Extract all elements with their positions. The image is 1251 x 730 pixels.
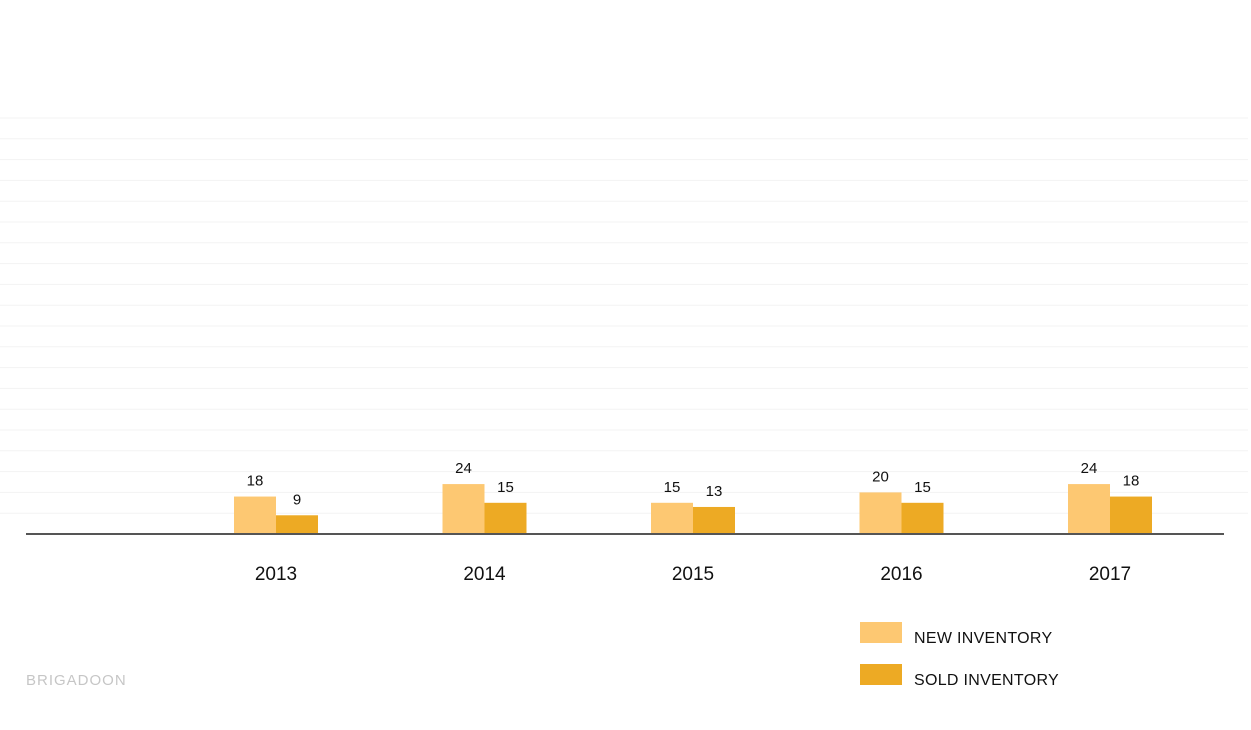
- x-tick-label-2017: 2017: [1089, 564, 1131, 585]
- legend: NEW INVENTORY SOLD INVENTORY: [860, 622, 1059, 689]
- legend-item-sold-inventory: SOLD INVENTORY: [860, 664, 1059, 689]
- legend-item-new-inventory: NEW INVENTORY: [860, 622, 1052, 647]
- data-label-new-inventory-2015: 15: [664, 479, 681, 496]
- bar-new-inventory-2015: [651, 502, 693, 534]
- bars-group: [234, 484, 1152, 534]
- bar-sold-inventory-2013: [276, 515, 318, 534]
- x-tick-label-2016: 2016: [880, 564, 922, 585]
- legend-swatch-sold-inventory: [860, 664, 902, 685]
- data-label-sold-inventory-2013: 9: [293, 491, 301, 508]
- data-label-new-inventory-2016: 20: [872, 468, 889, 485]
- data-label-new-inventory-2017: 24: [1081, 460, 1098, 477]
- bar-new-inventory-2017: [1068, 484, 1110, 534]
- data-label-sold-inventory-2017: 18: [1123, 473, 1140, 490]
- bar-new-inventory-2016: [859, 492, 902, 534]
- bar-sold-inventory-2016: [901, 502, 944, 534]
- data-label-sold-inventory-2016: 15: [914, 479, 931, 496]
- gridlines: [0, 117, 1248, 514]
- bar-sold-inventory-2017: [1110, 496, 1152, 534]
- x-tick-label-2015: 2015: [672, 564, 714, 585]
- x-tick-label-2013: 2013: [255, 564, 297, 585]
- bar-new-inventory-2014: [442, 484, 485, 534]
- bar-sold-inventory-2014: [484, 502, 527, 534]
- legend-label-new-inventory: NEW INVENTORY: [914, 630, 1052, 647]
- data-labels-group: 18 9 24 15 15 13 20 15 24 18: [247, 460, 1140, 508]
- brand-watermark: BRIGADOON: [26, 672, 127, 689]
- legend-swatch-new-inventory: [860, 622, 902, 643]
- x-tick-labels: 2013 2014 2015 2016 2017: [255, 564, 1131, 585]
- bar-sold-inventory-2015: [693, 506, 735, 534]
- data-label-new-inventory-2013: 18: [247, 473, 264, 490]
- data-label-sold-inventory-2014: 15: [497, 479, 514, 496]
- data-label-sold-inventory-2015: 13: [706, 483, 723, 500]
- bar-new-inventory-2013: [234, 496, 276, 534]
- x-tick-label-2014: 2014: [463, 564, 506, 585]
- data-label-new-inventory-2014: 24: [455, 460, 472, 477]
- legend-label-sold-inventory: SOLD INVENTORY: [914, 672, 1059, 689]
